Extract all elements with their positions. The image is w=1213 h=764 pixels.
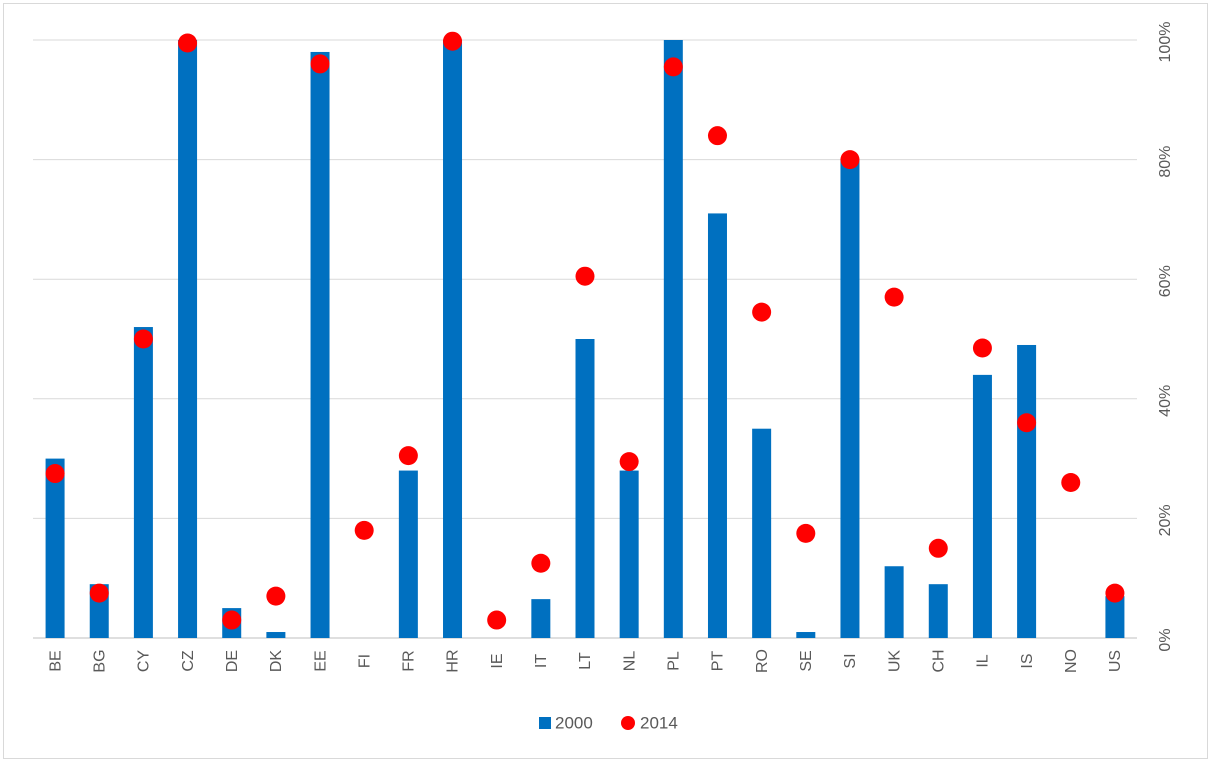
x-tick-label: BG [91, 649, 108, 672]
bar-2000-FR [398, 470, 418, 638]
bar-2000-BE [45, 458, 65, 638]
x-tick-label: SE [798, 650, 815, 671]
legend-label-2014: 2014 [640, 713, 678, 732]
dot-2014-SE [796, 523, 816, 543]
x-tick-label: PT [710, 651, 727, 672]
dot-2014-HR [443, 31, 463, 51]
x-tick-label: EE [312, 650, 329, 671]
dot-2014-CZ [178, 33, 198, 53]
dot-2014-CH [928, 538, 948, 558]
dot-2014-IE [487, 610, 507, 630]
dot-2014-DE [222, 610, 242, 630]
dot-2014-BG [89, 583, 109, 603]
bar-2000-HR [443, 40, 463, 638]
x-tick-label: DE [224, 650, 241, 672]
bar-2000-RO [752, 428, 772, 638]
y-tick-label: 40% [1157, 385, 1174, 417]
x-tick-label: RO [754, 649, 771, 673]
dot-2014-NO [1061, 473, 1081, 493]
bar-2000-IL [972, 374, 992, 638]
bar-2000-IT [531, 599, 551, 638]
dot-2014-LT [575, 266, 595, 286]
bar-2000-SE [796, 632, 816, 638]
x-tick-label: FI [356, 654, 373, 668]
x-axis: BE BG CY CZ DE DK EE FI FR HR IE IT LT NL PL PT RO SE SI UK… [47, 649, 1124, 673]
y-tick-label: 100% [1157, 22, 1174, 63]
legend-label-2000: 2000 [555, 713, 593, 732]
dot-2014-RO [752, 302, 772, 322]
x-tick-label: BE [47, 650, 64, 671]
x-tick-label: CZ [180, 650, 197, 672]
x-tick-label: FR [401, 650, 418, 671]
x-tick-label: IS [1019, 653, 1036, 668]
x-tick-label: NO [1063, 649, 1080, 673]
dot-2014-DK [266, 586, 286, 606]
x-tick-label: HR [445, 649, 462, 672]
bar-2000-US [1105, 596, 1125, 638]
y-tick-label: 80% [1157, 146, 1174, 178]
x-tick-label: SI [842, 653, 859, 668]
bar-2000-CZ [178, 40, 198, 638]
bar-2000-DK [266, 632, 286, 638]
x-tick-label: IT [533, 654, 550, 668]
dot-2014-SI [840, 150, 860, 170]
bar-2000-UK [884, 566, 904, 638]
dot-2014-EE [310, 54, 330, 74]
dot-2014-UK [884, 287, 904, 307]
dot-2014-PT [707, 126, 727, 146]
bar-2000-CY [133, 327, 153, 638]
gridlines [33, 39, 1137, 639]
dot-2014-IT [531, 553, 551, 573]
x-tick-label: LT [577, 652, 594, 670]
x-tick-label: IE [489, 653, 506, 668]
bar-2000-IS [1017, 344, 1037, 638]
x-tick-label: UK [886, 650, 903, 673]
y-tick-label: 0% [1157, 628, 1174, 651]
bar-2000-LT [575, 339, 595, 638]
bars-2000 [45, 40, 1125, 639]
x-tick-label: NL [621, 651, 638, 672]
dot-2014-IL [972, 338, 992, 358]
bar-2000-EE [310, 51, 330, 638]
x-tick-label: IL [975, 654, 992, 667]
bar-2000-CH [928, 584, 948, 638]
x-tick-label: PL [666, 651, 683, 671]
dot-2014-IS [1017, 413, 1037, 433]
dots-2014 [45, 31, 1125, 630]
dot-2014-FR [398, 446, 418, 466]
dot-2014-FI [354, 520, 374, 540]
bar-2000-PL [663, 40, 683, 638]
chart-frame [3, 3, 1208, 759]
dot-2014-US [1105, 583, 1125, 603]
dot-2014-BE [45, 464, 65, 484]
legend-swatch-2000 [539, 717, 551, 729]
y-tick-label: 20% [1157, 504, 1174, 536]
y-axis: 0% 20% 40% 60% 80% 100% [1157, 22, 1174, 652]
dot-2014-NL [619, 452, 639, 472]
legend-swatch-2014 [621, 716, 635, 730]
bar-2000-NL [619, 470, 639, 638]
x-tick-label: US [1107, 650, 1124, 672]
legend: 2000 2014 [539, 713, 678, 732]
bar-2000-PT [707, 213, 727, 639]
x-tick-label: CY [136, 650, 153, 673]
y-tick-label: 60% [1157, 265, 1174, 297]
x-tick-label: DK [268, 650, 285, 673]
x-tick-label: CH [930, 649, 947, 672]
bar-2000-SI [840, 159, 860, 638]
dot-2014-CY [133, 329, 153, 349]
dot-2014-PL [663, 57, 683, 77]
